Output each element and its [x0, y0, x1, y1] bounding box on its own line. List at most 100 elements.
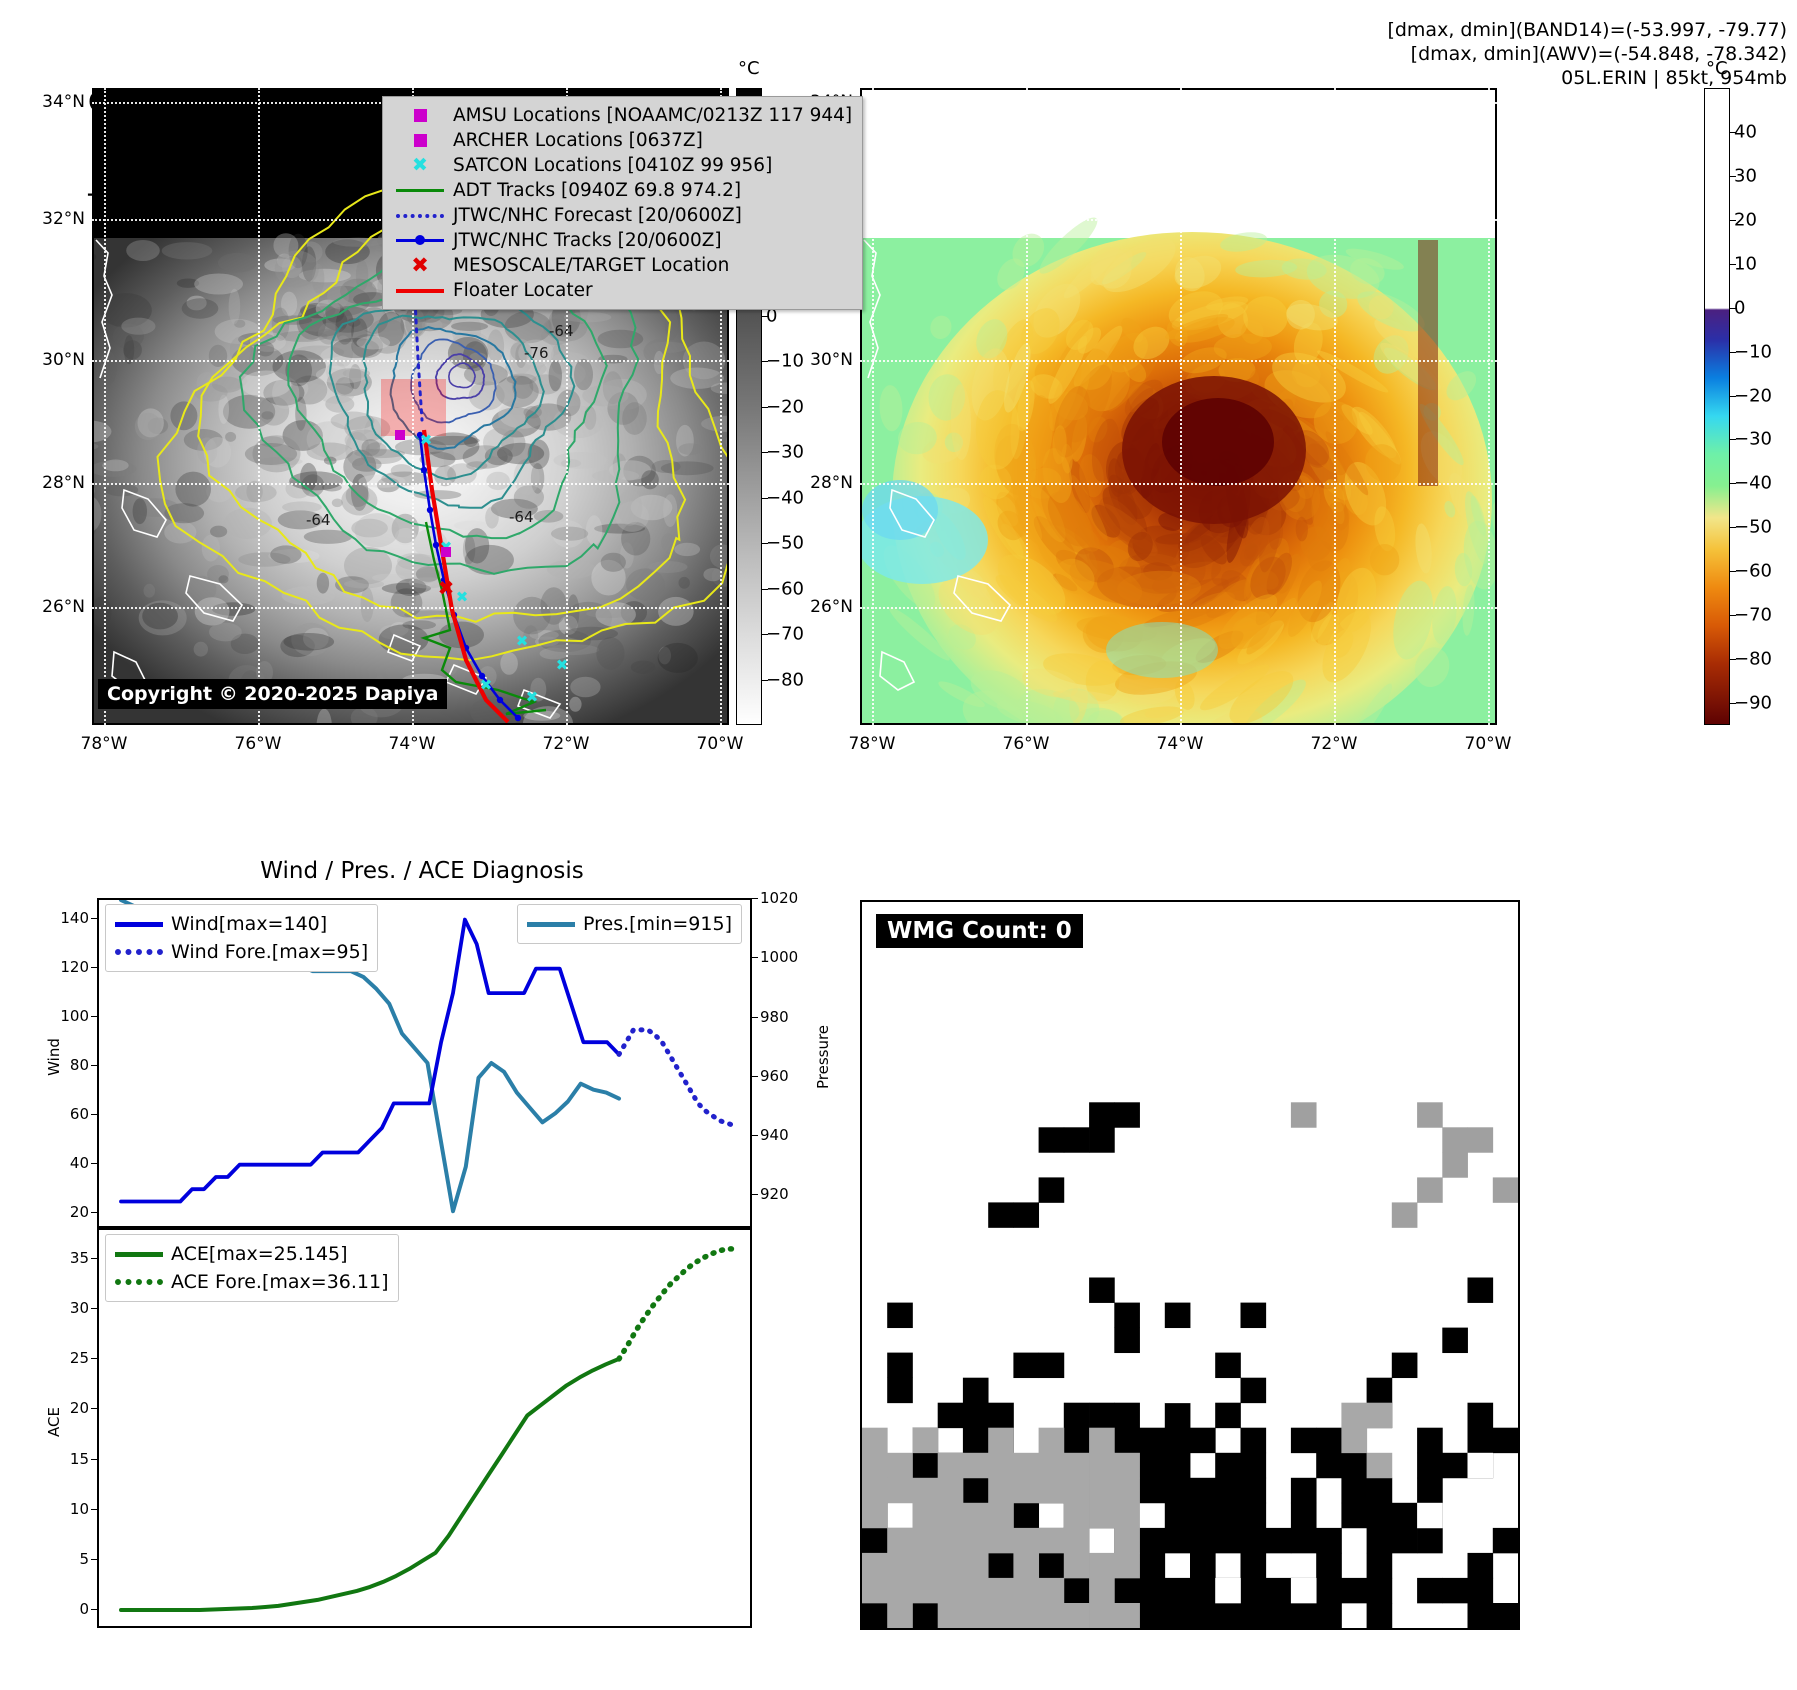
tick-mark: [752, 1016, 758, 1018]
tick-mark: [1730, 307, 1736, 309]
svg-text:✖: ✖: [420, 431, 433, 449]
lat-tick-label: 34°N: [810, 92, 853, 112]
wmg-mask-panel[interactable]: WMG Count: 0: [860, 900, 1520, 1630]
ace-y-tick: 10: [69, 1499, 89, 1518]
tick-mark: [762, 133, 768, 135]
ace-y-tick: 35: [69, 1249, 89, 1268]
tick-mark: [1730, 263, 1736, 265]
tick-mark: [762, 406, 768, 408]
tick-mark: [752, 898, 758, 899]
colorbar-left-tick: −70: [766, 623, 804, 645]
ace-y-tick: 0: [79, 1599, 89, 1618]
pressure-y-tick: 960: [760, 1066, 789, 1085]
ace-y-tick: 30: [69, 1299, 89, 1318]
wind-y-tick: 40: [69, 1153, 89, 1172]
wind-pressure-chart[interactable]: [97, 898, 752, 1228]
colorbar-left-tick: −50: [766, 532, 804, 554]
colorbar-right-gradient: [1704, 88, 1730, 725]
lon-tick-label: 74°W: [1156, 734, 1204, 754]
colorbar-right-tick: 30: [1734, 165, 1757, 187]
map-panel-band14[interactable]: -64-76-64-64✖✖✖✖✖✖✖✖✖: [92, 88, 729, 725]
colorbar-right-tick: −20: [1734, 385, 1772, 407]
colorbar-left-tick: −20: [766, 396, 804, 417]
wind-y-tick: 100: [60, 1006, 89, 1025]
colorbar-right-tick: −40: [1734, 472, 1772, 494]
wind-y-tick: 60: [69, 1104, 89, 1123]
tick-mark: [762, 179, 768, 180]
ace-y-tick: 20: [69, 1399, 89, 1418]
lat-tick-label: 28°N: [810, 473, 853, 493]
wind-y-tick: 80: [69, 1055, 89, 1074]
colorbar-left-tick: −60: [766, 578, 804, 599]
tick-mark: [752, 1135, 758, 1137]
tick-mark: [752, 957, 758, 959]
colorbar-right-tick: −80: [1734, 648, 1772, 670]
svg-text:✖: ✖: [526, 688, 539, 706]
tick-mark: [1730, 571, 1736, 573]
stats-band14: [dmax, dmin](BAND14)=(-53.997, -79.77): [1387, 19, 1787, 41]
lon-tick-label: 72°W: [542, 734, 590, 754]
tick-mark: [752, 1075, 758, 1077]
tick-mark: [1730, 131, 1736, 133]
tick-mark: [762, 588, 768, 590]
svg-text:-64: -64: [509, 508, 534, 526]
map-panel-awv[interactable]: [860, 88, 1497, 725]
charts-title: Wind / Pres. / ACE Diagnosis: [260, 858, 584, 884]
svg-text:✖: ✖: [456, 588, 469, 606]
svg-text:✖: ✖: [438, 576, 455, 600]
svg-text:-64: -64: [306, 511, 331, 529]
tick-mark: [762, 452, 768, 453]
pressure-y-tick: 940: [760, 1126, 789, 1145]
colorbar-left-gradient: [736, 88, 762, 725]
tick-mark: [762, 224, 768, 226]
wind-axis-label: Wind: [44, 1038, 63, 1076]
colorbar-left-unit: °C: [738, 58, 760, 79]
tick-mark: [1730, 175, 1736, 177]
tick-mark: [752, 1194, 758, 1196]
svg-text:-76: -76: [524, 344, 549, 362]
colorbar-left-tick: −10: [766, 350, 804, 372]
stats-awv: [dmax, dmin](AWV)=(-54.848, -78.342): [1410, 43, 1787, 65]
wmg-count-badge: WMG Count: 0: [876, 914, 1083, 948]
tick-mark: [1730, 527, 1736, 529]
colorbar-left-tick: 30: [766, 168, 789, 190]
colorbar-left-tick: 20: [766, 214, 789, 235]
tick-mark: [762, 270, 768, 271]
tick-mark: [1730, 351, 1736, 353]
lon-tick-label: 70°W: [696, 734, 744, 754]
colorbar-right-tick: 10: [1734, 253, 1757, 275]
pressure-y-tick: 980: [760, 1007, 789, 1026]
ace-y-tick: 25: [69, 1349, 89, 1368]
lat-tick-label: 28°N: [42, 473, 85, 493]
colorbar-left-tick: −30: [766, 441, 804, 463]
colorbar-left-tick: −80: [766, 669, 804, 690]
tick-mark: [1730, 659, 1736, 661]
lat-tick-label: 32°N: [810, 209, 853, 229]
colorbar-left-tick: 40: [766, 123, 789, 144]
pressure-y-tick: 1000: [760, 948, 799, 967]
lon-tick-label: 74°W: [388, 734, 436, 754]
colorbar-right-tick: −70: [1734, 604, 1772, 626]
lon-tick-label: 76°W: [1002, 734, 1050, 754]
tick-mark: [1730, 483, 1736, 485]
stats-block: [dmax, dmin](BAND14)=(-53.997, -79.77) […: [1387, 18, 1787, 90]
tick-mark: [1730, 703, 1736, 705]
lat-tick-label: 34°N: [42, 92, 85, 112]
colorbar-left-tick: 10: [766, 259, 789, 281]
colorbar-right-tick: −30: [1734, 428, 1772, 450]
lat-tick-label: 32°N: [42, 209, 85, 229]
colorbar-right-tick: −90: [1734, 692, 1772, 714]
ace-y-tick: 5: [79, 1549, 89, 1568]
lon-tick-label: 70°W: [1464, 734, 1512, 754]
tick-mark: [762, 679, 768, 681]
svg-text:✖: ✖: [556, 656, 569, 674]
lon-tick-label: 76°W: [234, 734, 282, 754]
lat-tick-label: 26°N: [42, 597, 85, 617]
svg-text:-64: -64: [549, 322, 574, 340]
wind-y-tick: 20: [69, 1202, 89, 1221]
ace-chart[interactable]: [97, 1228, 752, 1628]
storm-summary: 05L.ERIN | 85kt, 954mb: [1561, 67, 1787, 89]
colorbar-right-tick: 0: [1734, 297, 1746, 319]
tick-mark: [1730, 219, 1736, 221]
pressure-axis-label: Pressure: [814, 1024, 833, 1090]
